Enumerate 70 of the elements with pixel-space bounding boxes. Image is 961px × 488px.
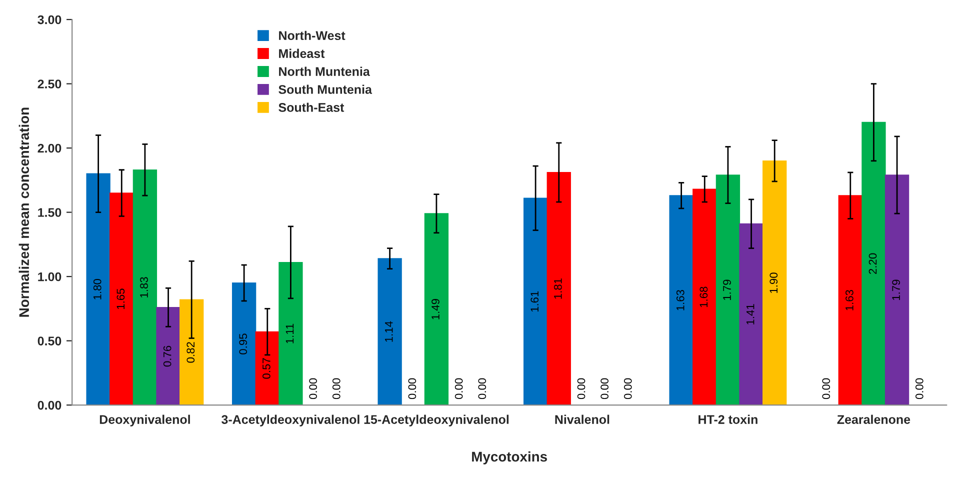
bar bbox=[739, 223, 764, 406]
y-tick-label: 0.00 bbox=[38, 400, 62, 410]
bar bbox=[546, 172, 571, 406]
bar bbox=[716, 174, 740, 406]
x-tick-label: Nivalenol bbox=[555, 414, 610, 424]
bar bbox=[180, 299, 204, 406]
x-tick-label: 3-Acetyldeoxynivalenol bbox=[222, 414, 360, 426]
x-tick-label: Deoxynivalenol bbox=[100, 414, 190, 426]
data-label: 1.61 bbox=[530, 291, 539, 312]
bar bbox=[232, 282, 256, 406]
data-label: 0.00 bbox=[408, 378, 416, 400]
data-label: 0.00 bbox=[600, 378, 609, 400]
bar bbox=[838, 195, 862, 406]
data-label: 0.95 bbox=[239, 334, 248, 354]
bar bbox=[424, 213, 449, 406]
y-tick-label: 0.50 bbox=[38, 336, 62, 346]
bar bbox=[132, 169, 158, 406]
data-label: 0.57 bbox=[262, 358, 270, 379]
bar bbox=[523, 198, 548, 406]
data-label: 0.00 bbox=[822, 378, 830, 400]
x-axis-title: Mycotoxins bbox=[472, 451, 547, 464]
data-label: 1.11 bbox=[286, 324, 294, 344]
data-label: 0.00 bbox=[332, 378, 340, 400]
bar bbox=[862, 122, 886, 406]
data-label: 1.79 bbox=[723, 280, 731, 300]
legend-label: South-East bbox=[278, 102, 344, 112]
data-label: 1.49 bbox=[432, 299, 440, 320]
y-tick-label: 1.00 bbox=[38, 272, 62, 282]
bar bbox=[669, 195, 694, 406]
y-tick-label: 1.50 bbox=[38, 208, 62, 217]
y-tick-label: 3.00 bbox=[38, 15, 62, 24]
data-label: 1.65 bbox=[116, 288, 125, 309]
y-tick-label: 2.00 bbox=[38, 144, 62, 153]
bar bbox=[86, 173, 110, 406]
data-label: 1.68 bbox=[700, 286, 708, 308]
data-label: 1.90 bbox=[770, 272, 778, 293]
legend-label: Mideast bbox=[279, 48, 325, 58]
bar bbox=[156, 306, 180, 406]
legend-label: North Muntenia bbox=[279, 66, 370, 76]
legend-label: South Muntenia bbox=[278, 84, 372, 94]
data-label: 1.63 bbox=[846, 290, 854, 310]
data-label: 1.81 bbox=[554, 278, 562, 299]
data-label: 0.82 bbox=[186, 342, 195, 363]
bar bbox=[278, 262, 303, 406]
bar bbox=[378, 258, 402, 406]
bar bbox=[762, 160, 787, 406]
data-label: 1.79 bbox=[892, 280, 900, 300]
data-label: 2.20 bbox=[868, 253, 877, 274]
bar bbox=[255, 331, 280, 406]
data-label: 1.14 bbox=[385, 321, 393, 342]
data-label: 0.00 bbox=[309, 378, 318, 400]
data-label: 0.00 bbox=[478, 378, 486, 400]
x-tick-label: HT-2 toxin bbox=[698, 414, 758, 424]
data-label: 1.63 bbox=[676, 290, 684, 310]
bar bbox=[692, 188, 717, 406]
data-label: 0.00 bbox=[915, 378, 924, 400]
data-label: 0.00 bbox=[577, 378, 586, 400]
data-label: 1.41 bbox=[746, 304, 754, 324]
x-tick-label: Zearalenone bbox=[837, 414, 910, 424]
bar bbox=[110, 192, 134, 406]
legend-label: North-West bbox=[279, 30, 346, 40]
x-tick-label: 15-Acetyldeoxynivalenol bbox=[364, 414, 509, 426]
y-tick-label: 2.50 bbox=[38, 80, 62, 88]
data-label: 0.00 bbox=[454, 378, 463, 400]
data-label: 0.00 bbox=[624, 378, 632, 400]
data-label: 0.76 bbox=[163, 346, 172, 367]
data-label: 1.83 bbox=[140, 277, 148, 298]
bar bbox=[884, 174, 910, 406]
data-label: 1.80 bbox=[93, 279, 102, 300]
y-axis-title: Normalized mean concentration bbox=[18, 108, 30, 317]
